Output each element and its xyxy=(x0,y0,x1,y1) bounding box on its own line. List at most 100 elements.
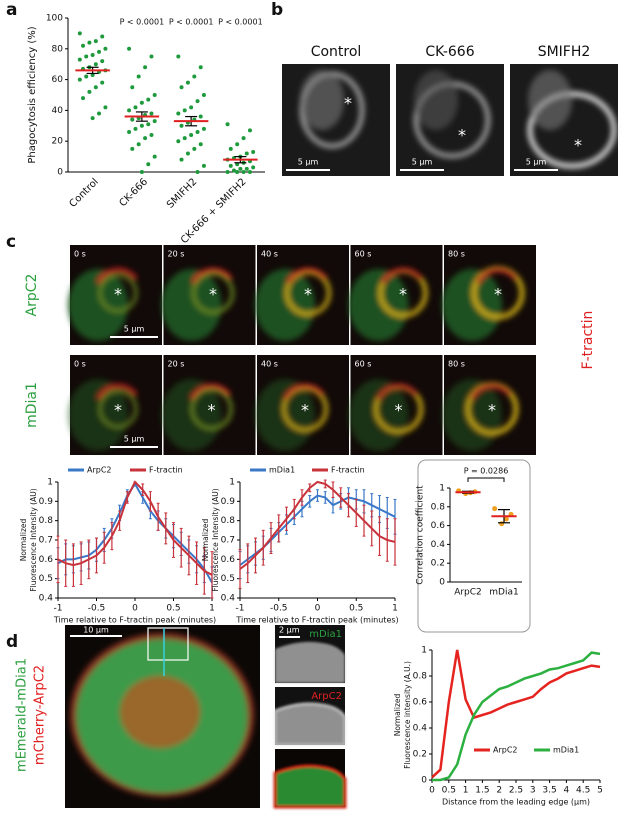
channel-label: mCherry-ArpC2 xyxy=(33,665,48,765)
data-point xyxy=(81,96,86,101)
data-point xyxy=(133,126,138,131)
data-point xyxy=(492,506,498,512)
y-tick-label: 0.6 xyxy=(431,521,446,531)
asterisk: * xyxy=(488,401,496,420)
data-point xyxy=(182,136,187,141)
inset-label: mDia1 xyxy=(309,629,342,640)
image-title: Control xyxy=(311,44,362,60)
asterisk: * xyxy=(399,285,407,304)
y-tick-label: 0.6 xyxy=(221,555,236,565)
asterisk: * xyxy=(344,94,352,113)
data-point xyxy=(185,80,190,85)
data-point xyxy=(201,163,206,168)
chart-frame xyxy=(417,459,531,633)
image-title: CK-666 xyxy=(425,44,474,60)
x-tick-label: -0.5 xyxy=(270,604,288,614)
ring xyxy=(282,386,328,432)
p-value: P < 0.0001 xyxy=(218,18,263,27)
ring-red xyxy=(470,383,512,400)
data-point xyxy=(192,74,197,79)
asterisk: * xyxy=(494,285,502,304)
data-point xyxy=(90,116,95,121)
y-tick-label: 0.2 xyxy=(413,750,427,760)
inset-edge xyxy=(273,764,347,809)
scale-bar-label: 5 µm xyxy=(526,158,547,167)
legend-label: F-tractin xyxy=(331,466,365,475)
data-point xyxy=(192,146,197,151)
y-axis-label: Phagocytosis efficiency (%) xyxy=(27,26,38,163)
x-tick-label: mDia1 xyxy=(489,588,518,598)
legend-label: ArpC2 xyxy=(87,466,112,475)
asterisk: * xyxy=(395,401,403,420)
cell-core xyxy=(120,676,200,748)
data-point xyxy=(130,85,135,90)
x-tick-label: 3.5 xyxy=(542,786,556,796)
data-point xyxy=(176,54,181,59)
data-point xyxy=(133,105,138,110)
y-tick-label: 1 xyxy=(439,484,445,494)
time-label: 20 s xyxy=(168,360,185,369)
ring-red xyxy=(283,383,325,400)
data-point xyxy=(146,122,151,127)
data-point xyxy=(189,105,194,110)
cell xyxy=(299,70,365,149)
scale-bar-label: 2 µm xyxy=(279,626,300,635)
x-tick-label: 1 xyxy=(209,604,215,614)
data-point xyxy=(182,108,187,113)
x-axis-label: Time relative to F-tractin peak (minutes… xyxy=(235,616,398,625)
y-tick-label: 0 xyxy=(57,168,63,178)
cell xyxy=(68,267,138,341)
cell xyxy=(161,267,235,341)
y-tick-label: 0.4 xyxy=(413,724,428,734)
data-point xyxy=(185,151,190,156)
significance-bracket xyxy=(467,477,505,482)
y-tick-label: 60 xyxy=(52,75,64,85)
cell-glow xyxy=(528,70,572,130)
data-point xyxy=(77,31,82,36)
asterisk: * xyxy=(301,401,309,420)
scale-bar-label: 10 µm xyxy=(83,626,109,635)
ring-red xyxy=(381,267,423,284)
y-tick-label: 0 xyxy=(439,578,445,588)
time-label: 80 s xyxy=(448,250,465,259)
data-point xyxy=(152,119,157,124)
y-tick-label: 0.8 xyxy=(221,516,236,526)
green-region xyxy=(255,269,315,341)
cell xyxy=(161,379,233,451)
data-point xyxy=(136,142,141,147)
y-axis-label: Normalized xyxy=(393,694,402,737)
green-region xyxy=(68,269,128,341)
data-point xyxy=(149,133,154,138)
y-tick-label: 0.4 xyxy=(221,594,236,604)
ring xyxy=(190,387,233,431)
cell xyxy=(255,379,328,451)
panel-letter: c xyxy=(6,232,16,252)
data-point xyxy=(93,62,98,67)
data-point xyxy=(139,100,144,105)
inset-edge xyxy=(275,641,345,683)
ring-red xyxy=(96,383,138,400)
data-point xyxy=(103,46,108,51)
legend-label: ArpC2 xyxy=(493,746,518,755)
inset-label: ArpC2 xyxy=(311,691,342,702)
data-point xyxy=(201,93,206,97)
data-point xyxy=(247,128,252,133)
data-point xyxy=(100,80,105,85)
data-point xyxy=(130,146,135,151)
x-tick-label: 0 xyxy=(315,604,321,614)
data-point xyxy=(198,65,203,70)
cell-body xyxy=(527,91,617,169)
x-tick-label: 0 xyxy=(429,786,435,796)
y-tick-label: 1 xyxy=(421,646,427,656)
y-axis-label: Fluorescence intensity (A.U.) xyxy=(403,661,412,769)
x-tick-label: 0.5 xyxy=(166,604,180,614)
scale-bar-label: 5 µm xyxy=(298,158,319,167)
time-label: 40 s xyxy=(261,250,278,259)
scale-bar-label: 5 µm xyxy=(412,158,433,167)
data-point xyxy=(77,57,82,62)
data-point xyxy=(90,52,95,57)
cell xyxy=(348,379,424,451)
x-tick-label: 2.5 xyxy=(509,786,523,796)
y-tick-label: 100 xyxy=(46,14,63,24)
